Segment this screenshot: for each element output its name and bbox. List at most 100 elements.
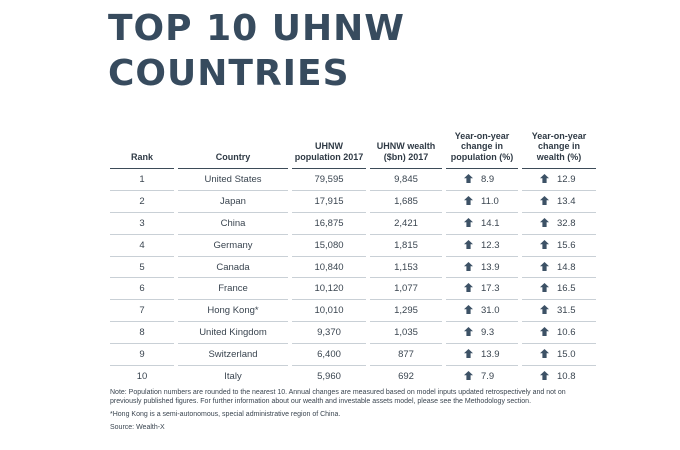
source-note: Source: Wealth-X (110, 424, 165, 431)
table-row: 5 Canada 10,840 1,153 13.9 14.8 (110, 256, 596, 279)
cell-wealth-change-value: 13.4 (557, 195, 576, 207)
arrow-up-icon (540, 305, 549, 315)
cell-population-change-value: 7.9 (481, 370, 495, 382)
methodology-note: Note: Population numbers are rounded to … (110, 389, 566, 405)
cell-country: Germany (178, 234, 288, 257)
arrow-up-icon (464, 370, 473, 380)
arrow-up-icon (464, 217, 473, 227)
arrow-up-icon (464, 349, 473, 359)
arrow-up-icon (464, 327, 473, 337)
cell-population: 10,840 (292, 256, 366, 279)
cell-wealth: 1,035 (370, 321, 442, 345)
cell-rank: 3 (110, 212, 174, 235)
table-row: 1 United States 79,595 9,845 8.9 12.9 (110, 168, 596, 191)
cell-population-change-value: 31.0 (481, 305, 500, 317)
cell-population-change-value: 17.3 (481, 283, 500, 295)
table-row: 8 United Kingdom 9,370 1,035 9.3 10.6 (110, 321, 596, 345)
cell-wealth: 1,815 (370, 234, 442, 257)
cell-rank: 8 (110, 321, 174, 345)
table-row: 6 France 10,120 1,077 17.3 16.5 (110, 277, 596, 301)
cell-population: 5,960 (317, 370, 341, 382)
cell-wealth-change-value: 12.9 (557, 173, 576, 185)
arrow-up-icon (464, 173, 473, 183)
cell-wealth-change: 12.9 (522, 168, 596, 191)
notes-section: Note: Population numbers are rounded to … (110, 388, 570, 436)
cell-wealth-change: 10.6 (522, 321, 596, 345)
cell-rank: 4 (110, 234, 174, 257)
header-country: Country (178, 118, 288, 169)
table-row: 7 Hong Kong* 10,010 1,295 31.0 31.5 (110, 299, 596, 323)
cell-population-change: 11.0 (446, 190, 518, 213)
cell-population: 15,080 (292, 234, 366, 257)
arrow-up-icon (464, 195, 473, 205)
arrow-up-icon (540, 283, 549, 293)
arrow-up-icon (540, 195, 549, 205)
cell-population-change-value: 13.9 (481, 261, 500, 273)
cell-wealth-change: 14.8 (522, 256, 596, 279)
cell-wealth: 1,077 (370, 277, 442, 301)
cell-population-change: 14.1 (446, 212, 518, 235)
cell-country: United States (178, 168, 288, 191)
header-population: UHNW population 2017 (292, 118, 366, 169)
cell-population-change: 31.0 (446, 299, 518, 323)
cell-wealth: 2,421 (370, 212, 442, 235)
cell-wealth-change-value: 14.8 (557, 261, 576, 273)
header-wealth-change: Year-on-year change in wealth (%) (522, 118, 596, 169)
arrow-up-icon (540, 261, 549, 271)
cell-rank: 5 (110, 256, 174, 279)
arrow-up-icon (540, 327, 549, 337)
arrow-up-icon (540, 217, 549, 227)
cell-population-change: 8.9 (446, 168, 518, 191)
cell-wealth: 9,845 (370, 168, 442, 191)
cell-population-change-value: 11.0 (481, 195, 499, 207)
cell-rank: 1 (110, 168, 174, 191)
header-population-change: Year-on-year change in population (%) (446, 118, 518, 169)
cell-wealth-change-value: 15.0 (557, 349, 576, 361)
table-row: 3 China 16,875 2,421 14.1 32.8 (110, 212, 596, 235)
hong-kong-footnote: *Hong Kong is a semi-autonomous, special… (110, 411, 341, 418)
cell-population: 17,915 (292, 190, 366, 213)
cell-population-change: 13.9 (446, 256, 518, 279)
cell-population-change: 13.9 (446, 343, 518, 367)
cell-population: 9,370 (292, 321, 366, 345)
cell-rank: 6 (110, 277, 174, 301)
cell-country: Canada (178, 256, 288, 279)
cell-wealth: 1,295 (370, 299, 442, 323)
table-body: 1 United States 79,595 9,845 8.9 12.9 2 Japan 17… (110, 168, 596, 387)
page-title-line-2: COUNTRIES (108, 53, 350, 94)
uhnw-countries-table: Rank Country UHNW population 2017 UHNW w… (110, 118, 596, 387)
cell-country: Japan (178, 190, 288, 213)
page-title-line-1: TOP 10 UHNW (108, 8, 405, 49)
arrow-up-icon (540, 239, 549, 249)
cell-wealth: 877 (370, 343, 442, 367)
arrow-up-icon (540, 370, 549, 380)
arrow-up-icon (540, 349, 549, 359)
cell-wealth-change: 32.8 (522, 212, 596, 235)
arrow-up-icon (464, 239, 473, 249)
cell-rank: 2 (110, 190, 174, 213)
cell-country: China (178, 212, 288, 235)
cell-population: 10,010 (292, 299, 366, 323)
cell-country: Hong Kong* (178, 299, 288, 323)
arrow-up-icon (540, 173, 549, 183)
cell-country: Switzerland (178, 343, 288, 367)
cell-population: 79,595 (292, 168, 366, 191)
cell-wealth: 1,153 (370, 256, 442, 279)
cell-population-change: 9.3 (446, 321, 518, 345)
cell-wealth-change: 13.4 (522, 190, 596, 213)
cell-population-change: 17.3 (446, 277, 518, 301)
cell-population-change-value: 14.1 (481, 217, 500, 229)
cell-population-change-value: 8.9 (481, 173, 495, 185)
table-row: 4 Germany 15,080 1,815 12.3 15.6 (110, 234, 596, 257)
cell-population-change-value: 9.3 (481, 327, 495, 339)
cell-population: 16,875 (292, 212, 366, 235)
cell-population: 6,400 (292, 343, 366, 367)
cell-wealth-change-value: 16.5 (557, 283, 576, 295)
page-title: TOP 10 UHNW COUNTRIES (108, 6, 405, 96)
header-rank: Rank (110, 118, 174, 169)
table-row: 10 Italy 5,960 692 7.9 10.8 (110, 366, 596, 387)
cell-population-change: 12.3 (446, 234, 518, 257)
cell-wealth-change-value: 32.8 (557, 217, 576, 229)
cell-wealth: 1,685 (370, 190, 442, 213)
cell-wealth-change-value: 31.5 (557, 305, 576, 317)
